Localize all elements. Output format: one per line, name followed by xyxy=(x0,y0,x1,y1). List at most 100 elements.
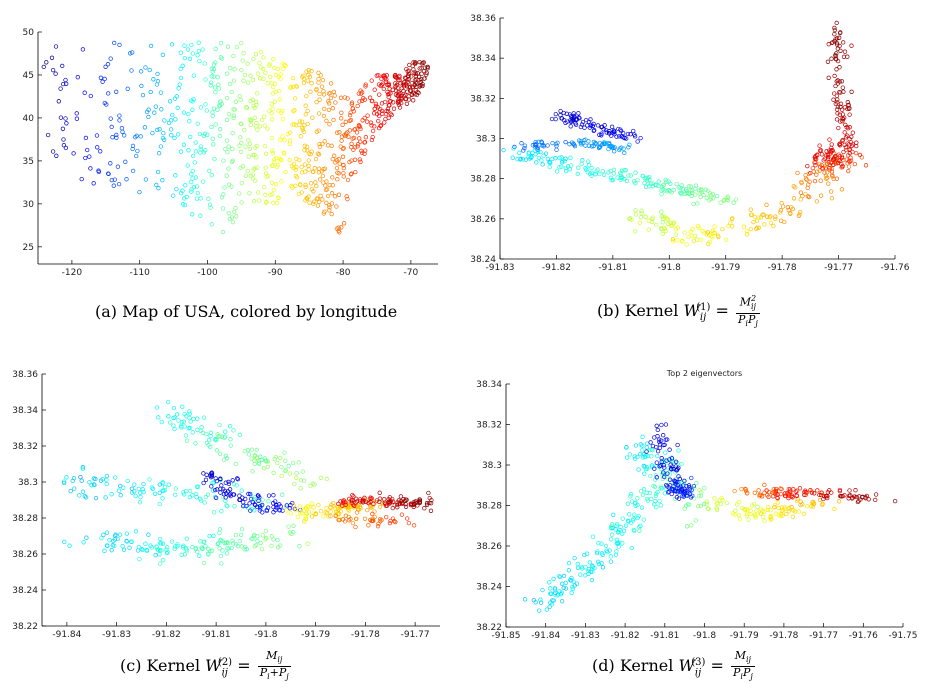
point xyxy=(837,487,843,493)
point xyxy=(304,69,309,74)
point xyxy=(225,546,230,551)
point xyxy=(350,106,355,111)
point xyxy=(640,492,646,498)
point xyxy=(129,68,134,73)
point xyxy=(386,83,391,88)
point xyxy=(372,106,377,111)
point xyxy=(616,126,621,132)
point xyxy=(589,578,595,583)
point xyxy=(124,177,129,182)
point xyxy=(382,74,387,79)
point xyxy=(671,187,676,193)
point xyxy=(370,511,375,517)
point xyxy=(273,182,279,187)
point xyxy=(267,63,272,68)
point xyxy=(803,191,808,197)
point xyxy=(219,483,224,488)
point xyxy=(667,483,673,488)
point xyxy=(326,107,332,112)
point xyxy=(376,118,381,124)
point xyxy=(662,465,667,470)
point xyxy=(836,499,842,504)
point xyxy=(572,555,577,561)
point xyxy=(244,547,249,552)
point xyxy=(247,141,252,146)
point xyxy=(120,129,125,134)
point xyxy=(206,546,211,552)
point xyxy=(654,460,659,465)
point xyxy=(303,198,308,203)
point xyxy=(255,71,261,76)
point xyxy=(640,173,645,179)
point xyxy=(309,69,314,74)
point xyxy=(398,81,403,86)
point xyxy=(80,465,85,470)
caption-d-equals: = xyxy=(710,656,724,676)
point xyxy=(130,146,135,152)
y-tick-label: 38.32 xyxy=(12,442,38,452)
point xyxy=(670,221,676,226)
point xyxy=(842,49,848,54)
point xyxy=(401,84,407,89)
point xyxy=(682,478,687,484)
point xyxy=(603,141,609,146)
point xyxy=(254,91,260,96)
point xyxy=(554,147,559,152)
point xyxy=(668,181,673,186)
point xyxy=(244,105,249,110)
point xyxy=(60,126,66,131)
point xyxy=(276,108,281,113)
point xyxy=(246,491,251,497)
point xyxy=(621,130,626,136)
point xyxy=(258,540,263,546)
point xyxy=(341,174,346,179)
caption-c-den2: P xyxy=(278,666,287,680)
caption-c-num: M xyxy=(266,649,278,662)
point xyxy=(210,136,215,141)
point xyxy=(772,504,777,510)
point xyxy=(731,200,736,205)
point xyxy=(230,158,236,163)
point xyxy=(370,134,375,140)
point xyxy=(138,69,144,74)
point xyxy=(612,149,617,154)
point xyxy=(597,132,602,137)
point xyxy=(518,157,523,162)
chart-title: Top 2 eigenvectors xyxy=(666,369,742,378)
point xyxy=(812,155,817,160)
point xyxy=(369,123,374,128)
point xyxy=(119,126,125,131)
point xyxy=(832,25,837,31)
axes-d: -91.85 -91.84 -91.83 -91.82 -91.81 -91.8 -91.7… xyxy=(476,369,917,641)
point xyxy=(253,99,259,105)
point xyxy=(828,149,833,155)
point xyxy=(271,200,276,206)
point xyxy=(63,145,69,151)
point xyxy=(790,514,795,519)
point xyxy=(743,486,748,492)
point xyxy=(382,99,388,105)
point xyxy=(345,130,350,135)
point xyxy=(189,187,194,192)
point xyxy=(405,77,410,83)
point xyxy=(341,162,346,168)
point xyxy=(171,415,176,421)
point xyxy=(424,72,429,77)
point xyxy=(290,84,296,90)
point xyxy=(187,56,193,61)
point xyxy=(658,503,663,508)
point xyxy=(311,505,316,510)
point xyxy=(760,508,765,513)
point xyxy=(594,141,599,146)
point xyxy=(341,165,346,171)
point xyxy=(116,181,122,187)
point xyxy=(372,124,377,129)
point xyxy=(780,513,785,518)
point xyxy=(104,102,109,107)
point xyxy=(835,111,840,116)
point xyxy=(424,501,430,506)
point xyxy=(186,148,191,153)
x-tick-label: -91.77 xyxy=(809,631,838,641)
point xyxy=(362,151,367,156)
point xyxy=(590,564,595,569)
